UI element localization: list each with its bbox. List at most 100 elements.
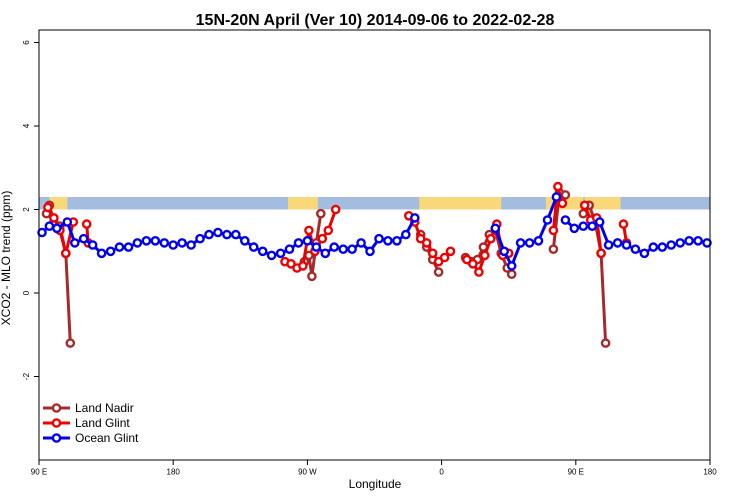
data-point (105, 246, 116, 257)
data-point (213, 227, 223, 238)
data-point (657, 242, 668, 252)
data-point (96, 248, 107, 259)
data-point (499, 246, 510, 257)
map-strip-land (419, 196, 502, 210)
data-point (639, 248, 650, 259)
data-point (304, 225, 314, 236)
data-point (347, 244, 357, 254)
data-point (61, 248, 71, 259)
chart-title: 15N-20N April (Ver 10) 2014-09-06 to 202… (196, 12, 555, 29)
data-point (400, 229, 411, 240)
legend-marker (51, 403, 62, 413)
data-point (427, 248, 438, 259)
data-point (515, 238, 526, 248)
data-point (132, 238, 143, 248)
data-point (648, 242, 659, 252)
data-point (618, 219, 629, 229)
data-point (578, 221, 589, 231)
data-point (159, 238, 170, 248)
data-point (222, 229, 232, 240)
data-point (603, 240, 614, 250)
data-point (329, 242, 340, 252)
plot-border (38, 29, 711, 461)
data-point (415, 233, 426, 244)
data-point (383, 235, 393, 246)
data-point (195, 233, 205, 244)
data-point (49, 213, 59, 223)
data-point (293, 238, 304, 248)
data-point (230, 229, 241, 240)
data-point (307, 271, 317, 282)
data-point (374, 233, 384, 244)
data-point (421, 238, 432, 248)
data-point (594, 217, 605, 227)
data-point (553, 181, 563, 192)
series-ocean-glint (37, 192, 712, 271)
data-point (141, 235, 152, 246)
data-point (81, 219, 92, 229)
y-axis: -2 0 2 4 6 (22, 40, 39, 380)
data-point (551, 192, 562, 202)
x-axis-label: Longitude (349, 477, 402, 491)
y-tick-label: 6 (22, 40, 31, 45)
data-point (78, 233, 89, 244)
data-point (365, 246, 375, 257)
x-tick-label: 0 (439, 468, 444, 477)
legend-marker (51, 418, 62, 428)
data-point (433, 256, 444, 267)
legend-label: Land Glint (75, 416, 130, 430)
data-point (560, 190, 571, 200)
map-strip (39, 196, 710, 210)
data-point (257, 246, 268, 257)
data-point (600, 338, 611, 348)
x-axis: 90 E 180 90 W 0 90 E 180 (31, 460, 717, 477)
data-point (43, 202, 53, 213)
y-tick-label: -2 (22, 372, 31, 380)
y-tick-label: 4 (22, 123, 31, 128)
data-point (62, 217, 73, 227)
data-point (338, 244, 349, 254)
series-layer (37, 181, 712, 348)
data-point (317, 233, 328, 244)
data-point (548, 244, 559, 254)
data-point (177, 238, 187, 248)
data-point (44, 221, 55, 231)
data-point (315, 208, 326, 219)
data-point (506, 261, 517, 271)
data-point (533, 235, 544, 246)
data-point (490, 223, 501, 234)
data-point (298, 261, 308, 271)
data-point (114, 242, 125, 252)
legend-label: Ocean Glint (75, 431, 139, 445)
data-point (675, 238, 686, 248)
data-point (330, 204, 341, 215)
data-point (684, 235, 694, 246)
data-point (596, 248, 606, 259)
data-point (462, 254, 472, 265)
data-point (150, 235, 161, 246)
data-point (506, 269, 517, 280)
data-point (311, 242, 322, 252)
data-point (630, 244, 641, 254)
y-axis-label: XCO2 - MLO trend (ppm) (0, 191, 13, 326)
data-point (579, 200, 590, 211)
legend-label: Land Nadir (75, 401, 134, 415)
data-point (560, 215, 571, 225)
data-point (569, 223, 580, 234)
data-point (433, 267, 444, 277)
data-point (392, 235, 402, 246)
data-point (693, 235, 703, 246)
data-point (266, 250, 277, 261)
data-point (186, 240, 196, 250)
data-point (37, 227, 47, 238)
data-point (445, 246, 456, 257)
data-point (548, 225, 559, 236)
data-point (248, 242, 259, 252)
data-point (439, 252, 450, 263)
data-point (485, 233, 496, 244)
data-point (468, 258, 478, 269)
data-point (587, 221, 598, 231)
y-tick-label: 0 (22, 290, 31, 295)
data-point (286, 258, 296, 269)
